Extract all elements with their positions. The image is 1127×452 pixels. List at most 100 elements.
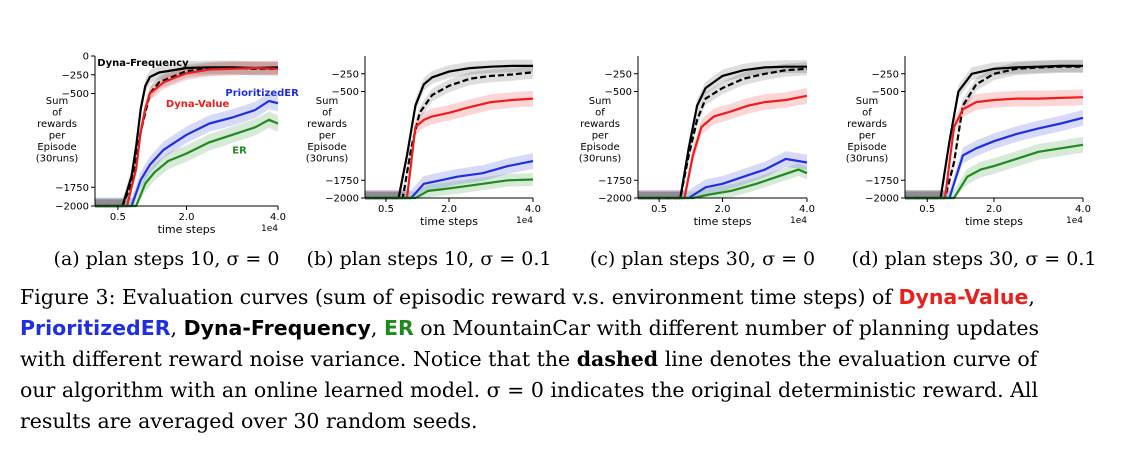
- caption-text-4: line denotes the evaluation curve of: [664, 347, 1038, 371]
- y-axis-label-line: Episode: [847, 142, 886, 153]
- caption-comma-3: ,: [370, 316, 378, 340]
- y-axis-label-line: rewards: [307, 119, 347, 130]
- annotation-dyna-value: Dyna-Value: [166, 99, 230, 110]
- y-axis-label-line: (30runs): [579, 154, 622, 165]
- caption-text-2: on MountainCar with different number of …: [420, 316, 1039, 340]
- x-tick-label: 2.0: [715, 204, 731, 215]
- x-tick-label: 0.5: [378, 204, 394, 215]
- y-axis-label-line: Sum: [316, 96, 338, 107]
- x-exponent-label: 1e4: [790, 216, 807, 226]
- subcaption-2: (b) plan steps 10, σ = 0.1: [307, 248, 552, 270]
- x-exponent-label: 1e4: [1066, 216, 1083, 226]
- band-series-dashed-1: [365, 65, 533, 199]
- x-tick-label: 4.0: [799, 204, 815, 215]
- y-tick-label: −2000: [325, 194, 359, 205]
- series-line-dyna-value-2: [905, 96, 1084, 200]
- subcaption-4: (d) plan steps 30, σ = 0.1: [852, 248, 1097, 270]
- y-axis-label-line: Episode: [307, 142, 346, 153]
- series-line-prioritizeder-3: [638, 157, 808, 200]
- y-axis-label-line: Sum: [46, 96, 68, 107]
- legend-dyna-frequency: Dyna-Frequency: [183, 316, 371, 340]
- series-line-prioritizeder-3: [95, 99, 279, 208]
- x-tick-label: 2.0: [179, 212, 195, 223]
- series-line-dyna-value-2: [365, 97, 534, 200]
- y-axis-label-line: rewards: [37, 119, 77, 130]
- caption-text-3: with different reward noise variance. No…: [20, 347, 571, 371]
- y-axis-label-line: of: [52, 108, 62, 119]
- y-axis-label-line: per: [319, 131, 337, 142]
- y-axis-label-line: of: [862, 108, 872, 119]
- y-tick-label: −250: [605, 69, 632, 80]
- y-axis-label-line: per: [49, 131, 67, 142]
- x-tick-label: 4.0: [270, 212, 286, 223]
- y-tick-label: −250: [332, 69, 359, 80]
- band-prioritizeder-3: [365, 153, 533, 198]
- x-axis-label: time steps: [420, 215, 478, 228]
- y-axis-label-line: (30runs): [306, 154, 349, 165]
- band-prioritizeder-3: [95, 92, 278, 206]
- annotation-er: ER: [232, 146, 247, 157]
- series-line-dyna-value-2: [95, 66, 279, 208]
- x-tick-label: 2.0: [441, 204, 457, 215]
- y-tick-label: −1750: [325, 176, 359, 187]
- band-series-dashed-1: [638, 62, 807, 199]
- y-tick-label: −250: [872, 69, 899, 80]
- legend-er: ER: [383, 316, 414, 340]
- x-exponent-label: 1e4: [261, 224, 278, 234]
- series-line-er-4: [95, 118, 279, 208]
- caption-text-5: our algorithm with an online learned mod…: [20, 378, 1039, 402]
- y-tick-label: −2000: [865, 194, 899, 205]
- y-axis-label-line: Episode: [580, 142, 619, 153]
- series-line-er-4: [905, 143, 1084, 200]
- caption-line-5: results are averaged over 30 random seed…: [20, 409, 1115, 433]
- y-axis-label-line: (30runs): [846, 154, 889, 165]
- y-axis-label-line: Sum: [856, 96, 878, 107]
- caption-line-2: PrioritizedER, Dyna-Frequency, ER on Mou…: [20, 316, 1115, 340]
- legend-prioritized-er: PrioritizedER: [20, 316, 171, 340]
- caption-comma-1: ,: [1028, 285, 1035, 309]
- series-line-series-dashed-1: [905, 65, 1083, 200]
- series-line-prioritizeder-3: [905, 116, 1084, 200]
- y-axis-label-line: rewards: [580, 119, 620, 130]
- y-axis-label-line: of: [595, 108, 605, 119]
- x-exponent-label: 1e4: [516, 216, 533, 226]
- band-dyna-value-2: [905, 89, 1083, 198]
- y-axis-label-line: of: [322, 108, 332, 119]
- series-line-series-dashed-1: [638, 67, 808, 200]
- x-axis-label: time steps: [694, 215, 752, 228]
- caption-line-1: Figure 3: Evaluation curves (sum of epis…: [20, 285, 1115, 309]
- y-tick-label: −2000: [598, 194, 632, 205]
- x-axis-label: time steps: [158, 223, 216, 236]
- x-tick-label: 0.5: [110, 212, 126, 223]
- caption-comma-2: ,: [170, 316, 178, 340]
- y-tick-label: −1750: [598, 176, 632, 187]
- y-tick-label: 0: [83, 52, 89, 63]
- caption-text-6: results are averaged over 30 random seed…: [20, 409, 478, 433]
- y-tick-label: −1750: [865, 176, 899, 187]
- caption-line-4: our algorithm with an online learned mod…: [20, 378, 1115, 402]
- y-tick-label: −500: [872, 87, 899, 98]
- y-tick-label: −250: [62, 70, 89, 81]
- x-tick-label: 0.5: [651, 204, 667, 215]
- y-tick-label: −500: [332, 87, 359, 98]
- y-axis-label-line: Sum: [589, 96, 611, 107]
- band-er-4: [95, 111, 278, 206]
- y-tick-label: −2000: [55, 202, 89, 213]
- figure-label: Figure 3:: [20, 285, 116, 309]
- x-axis-label: time steps: [965, 215, 1023, 228]
- y-axis-label-line: per: [859, 131, 877, 142]
- band-prioritizeder-3: [905, 110, 1083, 198]
- y-axis-label-line: rewards: [847, 119, 887, 130]
- x-tick-label: 4.0: [1075, 204, 1091, 215]
- series-line-series-dashed-1: [365, 71, 534, 200]
- y-axis-label-line: per: [592, 131, 610, 142]
- y-tick-label: −1750: [55, 183, 89, 194]
- caption-line-3: with different reward noise variance. No…: [20, 347, 1115, 371]
- series-line-dyna-frequency-0: [365, 64, 533, 200]
- y-tick-label: −500: [605, 87, 632, 98]
